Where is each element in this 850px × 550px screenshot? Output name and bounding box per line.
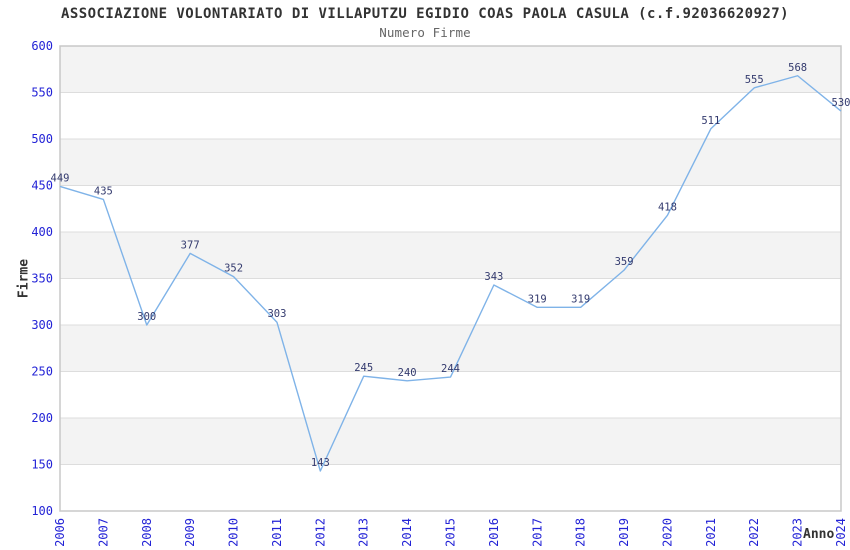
- point-label: 319: [571, 293, 590, 305]
- point-label: 245: [354, 362, 373, 374]
- x-tick-label: 2015: [444, 518, 458, 547]
- point-label: 319: [528, 293, 547, 305]
- plot-band: [60, 325, 841, 372]
- x-tick-label: 2018: [574, 518, 588, 547]
- y-tick-label: 200: [31, 411, 53, 425]
- x-tick-label: 2012: [313, 518, 327, 547]
- point-label: 343: [484, 271, 503, 283]
- point-label: 555: [745, 74, 764, 86]
- x-tick-label: 2010: [227, 518, 241, 547]
- y-tick-label: 100: [31, 504, 53, 518]
- x-tick-label: 2008: [140, 518, 154, 547]
- point-label: 530: [832, 97, 850, 109]
- point-label: 244: [441, 363, 460, 375]
- x-tick-label: 2017: [530, 518, 544, 547]
- x-tick-label: 2011: [270, 518, 284, 547]
- point-label: 303: [267, 308, 286, 320]
- x-tick-label: 2019: [617, 518, 631, 547]
- y-tick-label: 550: [31, 86, 53, 100]
- plot-border: [59, 45, 842, 512]
- point-label: 240: [398, 367, 417, 379]
- series-line: [59, 75, 842, 472]
- point-label: 418: [658, 201, 677, 213]
- x-axis-title: Anno: [803, 527, 835, 542]
- y-tick-label: 150: [31, 458, 53, 472]
- point-label: 568: [788, 62, 807, 74]
- x-tick-label: 2023: [791, 518, 805, 547]
- y-tick-label: 500: [31, 132, 53, 146]
- y-tick-label: 450: [31, 179, 53, 193]
- point-label: 511: [701, 115, 720, 127]
- y-tick-label: 250: [31, 365, 53, 379]
- x-tick-label: 2021: [704, 518, 718, 547]
- point-label: 449: [51, 172, 70, 184]
- x-tick-label: 2016: [487, 518, 501, 547]
- plot-band: [60, 418, 841, 465]
- y-tick-label: 350: [31, 272, 53, 286]
- x-tick-label: 2007: [96, 518, 110, 547]
- y-tick-label: 300: [31, 318, 53, 332]
- point-label: 435: [94, 185, 113, 197]
- y-axis-title: Firme: [16, 258, 32, 299]
- plot-band: [60, 46, 841, 93]
- x-tick-label: 2009: [183, 518, 197, 547]
- x-tick-label: 2024: [834, 518, 848, 547]
- plot-band: [60, 232, 841, 279]
- plot-band: [60, 139, 841, 186]
- point-label: 377: [181, 239, 200, 251]
- x-tick-label: 2013: [357, 518, 371, 547]
- point-label: 352: [224, 263, 243, 275]
- x-tick-label: 2022: [747, 518, 761, 547]
- x-tick-label: 2020: [660, 518, 674, 547]
- chart-title: ASSOCIAZIONE VOLONTARIATO DI VILLAPUTZU …: [60, 6, 790, 22]
- point-label: 359: [615, 256, 634, 268]
- x-tick-label: 2014: [400, 518, 414, 547]
- point-label: 143: [311, 457, 330, 469]
- chart-subtitle: Numero Firme: [379, 25, 471, 40]
- x-tick-label: 2006: [53, 518, 67, 547]
- y-tick-label: 600: [31, 39, 53, 53]
- y-tick-label: 400: [31, 225, 53, 239]
- point-label: 300: [137, 311, 156, 323]
